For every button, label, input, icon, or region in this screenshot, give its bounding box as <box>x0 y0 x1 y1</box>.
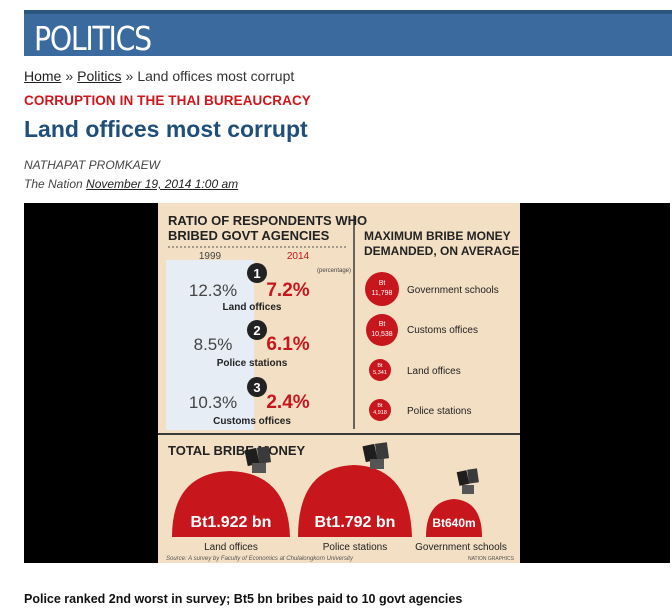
rank-number: 1 <box>253 266 260 281</box>
ratio-1999-value: 12.3% <box>189 281 237 300</box>
bribe-amount-prefix: Bt <box>377 403 383 409</box>
section-banner: POLITICS <box>24 10 672 58</box>
article-kicker: CORRUPTION IN THE THAI BUREAUCRACY <box>24 93 311 108</box>
ratio-2014-value: 2.4% <box>266 392 309 413</box>
bribe-amount-bubble <box>369 359 391 381</box>
infographic-source: Source: A survey by Faculty of Economics… <box>166 556 354 562</box>
breadcrumb-politics-link[interactable]: Politics <box>77 68 122 84</box>
cash-stack-icon <box>456 468 479 494</box>
bribe-amount-value: 11,798 <box>372 290 393 297</box>
breadcrumb: Home» Politics» Land offices most corrupt <box>24 68 294 84</box>
ratio-agency-label: Customs offices <box>213 416 291 427</box>
money-mound <box>172 471 290 537</box>
article-outlet: The Nation <box>24 177 83 191</box>
rank-badge <box>247 263 267 283</box>
total-bribe-agency: Land offices <box>204 542 258 553</box>
bribe-amount-value: 4,918 <box>373 410 387 416</box>
bribe-amount-bubble <box>369 399 391 421</box>
article-image-frame: RATIO OF RESPONDENTS WHO BRIBED GOVT AGE… <box>24 203 670 563</box>
breadcrumb-separator: » <box>65 68 74 84</box>
bribe-amount-prefix: Bt <box>379 280 386 287</box>
breadcrumb-current: Land offices most corrupt <box>137 68 295 84</box>
total-bribe-agency: Government schools <box>415 542 507 553</box>
ratio-agency-label: Land offices <box>223 302 282 313</box>
article-summary: Police ranked 2nd worst in survey; Bt5 b… <box>24 592 463 606</box>
bribe-amount-bubble <box>366 314 398 346</box>
breadcrumb-home-link[interactable]: Home <box>24 68 62 84</box>
bribe-amount-prefix: Bt <box>379 321 386 328</box>
infographic-credit: NATION GRAPHICS <box>468 556 515 562</box>
money-mound <box>426 499 482 537</box>
bribe-agency-label: Government schools <box>407 285 499 296</box>
total-bribe-title: TOTAL BRIBE MONEY <box>168 443 306 458</box>
ratio-title-line-1: RATIO OF RESPONDENTS WHO <box>168 213 367 228</box>
ratio-agency-label: Police stations <box>217 358 288 369</box>
total-bribe-amount: Bt1.922 bn <box>191 514 272 531</box>
total-bribe-amount: Bt1.792 bn <box>315 514 396 531</box>
year-1999-label: 1999 <box>199 251 222 262</box>
cash-stack-icon <box>244 446 272 473</box>
bribe-amount-value: 10,538 <box>371 331 393 338</box>
ratio-1999-value: 10.3% <box>189 393 237 412</box>
bribe-amount-bubble <box>365 272 399 306</box>
article-headline: Land offices most corrupt <box>24 116 308 142</box>
bribe-amount-value: 5,341 <box>373 370 387 376</box>
year-1999-column <box>166 260 254 430</box>
rank-badge <box>247 320 267 340</box>
rank-badge <box>247 377 267 397</box>
article-dateline: The Nation November 19, 2014 1:00 am <box>24 177 238 191</box>
percentage-unit-label: (percentage) <box>317 268 351 274</box>
ratio-2014-value: 7.2% <box>266 280 309 301</box>
money-mound <box>298 465 412 537</box>
article-date-link[interactable]: November 19, 2014 1:00 am <box>86 177 239 191</box>
max-bribe-title-line-2: DEMANDED, ON AVERAGE <box>364 244 519 258</box>
article-author: NATHAPAT PROMKAEW <box>24 158 161 172</box>
total-bribe-agency: Police stations <box>323 542 387 553</box>
max-bribe-title-line-1: MAXIMUM BRIBE MONEY <box>364 229 511 243</box>
breadcrumb-separator: » <box>125 68 134 84</box>
bribe-agency-label: Customs offices <box>407 325 478 336</box>
ratio-title-line-2: BRIBED GOVT AGENCIES <box>168 228 330 243</box>
bribe-agency-label: Police stations <box>407 406 471 417</box>
rank-number: 2 <box>253 323 260 338</box>
ratio-2014-value: 6.1% <box>266 334 309 355</box>
section-title: POLITICS <box>34 19 152 58</box>
bribe-agency-label: Land offices <box>407 366 461 377</box>
rank-number: 3 <box>253 380 260 395</box>
cash-stack-icon <box>362 442 390 469</box>
total-bribe-amount: Bt640m <box>432 516 475 530</box>
ratio-1999-value: 8.5% <box>194 335 233 354</box>
infographic-divider <box>158 433 520 435</box>
infographic-image: RATIO OF RESPONDENTS WHO BRIBED GOVT AGE… <box>158 203 520 563</box>
bribe-amount-prefix: Bt <box>377 363 383 369</box>
year-2014-label: 2014 <box>287 251 310 262</box>
